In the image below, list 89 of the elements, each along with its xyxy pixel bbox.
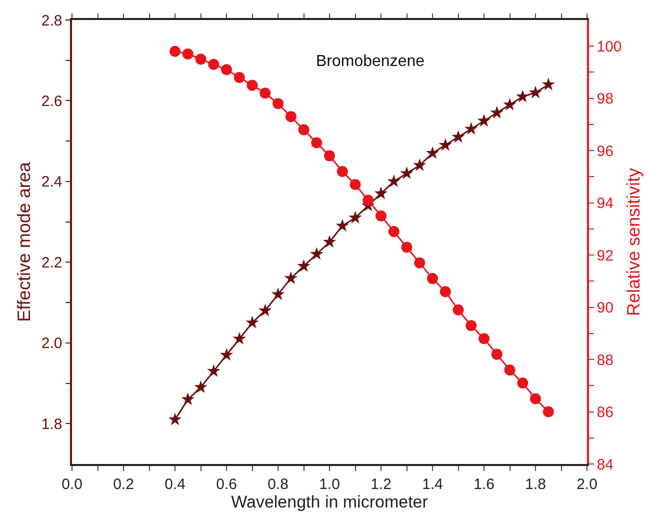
point (440, 286, 451, 298)
point (477, 114, 491, 127)
point (414, 257, 426, 268)
point (362, 194, 374, 206)
point (466, 320, 477, 332)
x-tick-label: 1.4 (422, 476, 443, 493)
y2-tick-label: 84 (596, 456, 614, 474)
point (232, 332, 246, 345)
point (298, 124, 310, 136)
x-axis-title: Wavelength in micrometer (231, 492, 428, 512)
point (272, 98, 284, 110)
point (208, 58, 220, 70)
point (350, 179, 361, 190)
point (220, 348, 234, 361)
point (452, 130, 465, 143)
x-tick-label: 1.8 (525, 476, 546, 493)
point (297, 259, 310, 272)
point (388, 226, 400, 238)
point (260, 88, 271, 99)
point (464, 122, 478, 135)
x-tick-label: 1.6 (474, 476, 494, 493)
point (438, 138, 452, 151)
point (427, 273, 438, 284)
y2-tick-label: 92 (596, 247, 614, 264)
point (170, 46, 180, 57)
x-tick-label: 2.0 (576, 476, 598, 493)
x-tick-label: 0.8 (268, 476, 288, 493)
point (491, 348, 502, 360)
point (311, 137, 322, 148)
y-tick-label: 2.8 (41, 12, 62, 30)
y2-tick-label: 88 (596, 352, 614, 369)
x-tick-label: 1.0 (319, 476, 340, 493)
y-tick-label: 2.6 (41, 92, 62, 110)
point (516, 90, 530, 102)
point (195, 54, 206, 65)
point (504, 364, 516, 376)
point (490, 106, 504, 118)
y-tick-label: 2.0 (41, 335, 62, 352)
y2-tick-label: 100 (596, 38, 622, 56)
point (426, 146, 440, 159)
point (542, 78, 556, 90)
y-tick-label: 1.8 (41, 416, 62, 433)
point (401, 242, 412, 253)
x-tick-label: 0.6 (216, 476, 237, 493)
point (348, 210, 362, 224)
point (182, 48, 194, 60)
point (285, 111, 296, 122)
x-tick-label: 0.4 (164, 476, 186, 493)
point (271, 287, 285, 300)
point (376, 210, 386, 222)
point (387, 174, 401, 188)
point (400, 166, 414, 180)
point (478, 333, 490, 344)
y2-tick-label: 90 (596, 300, 614, 317)
y-tick-label: 2.2 (41, 254, 62, 272)
point (194, 380, 208, 393)
y-axis-title: Effective mode area (14, 161, 34, 322)
point (234, 72, 245, 83)
y2-axis-title: Relative sensitivity (623, 168, 644, 316)
y2-tick-label: 98 (596, 90, 614, 108)
point (530, 393, 541, 404)
x-tick-label: 0.2 (113, 476, 134, 493)
point (542, 406, 554, 418)
point (374, 186, 388, 200)
point (246, 316, 259, 328)
point (322, 235, 336, 248)
point (310, 247, 324, 260)
x-tick-label: 1.2 (370, 476, 392, 493)
y2-tick-label: 86 (596, 404, 614, 422)
y-tick-label: 2.4 (41, 174, 62, 191)
point (517, 378, 528, 389)
point (284, 271, 298, 284)
point (324, 150, 335, 162)
point (528, 86, 542, 98)
point (246, 80, 258, 91)
point (412, 158, 426, 171)
annotation: Bromobenzene (316, 53, 425, 70)
y2-tick-label: 96 (596, 142, 614, 160)
point (221, 64, 232, 76)
point (206, 364, 220, 377)
point (258, 304, 272, 316)
point (168, 412, 182, 426)
point (452, 304, 464, 316)
y2-tick-label: 94 (596, 195, 614, 212)
point (181, 392, 195, 406)
point (336, 218, 350, 232)
x-tick-label: 0.0 (62, 476, 82, 493)
point (503, 98, 516, 110)
point (336, 166, 348, 177)
